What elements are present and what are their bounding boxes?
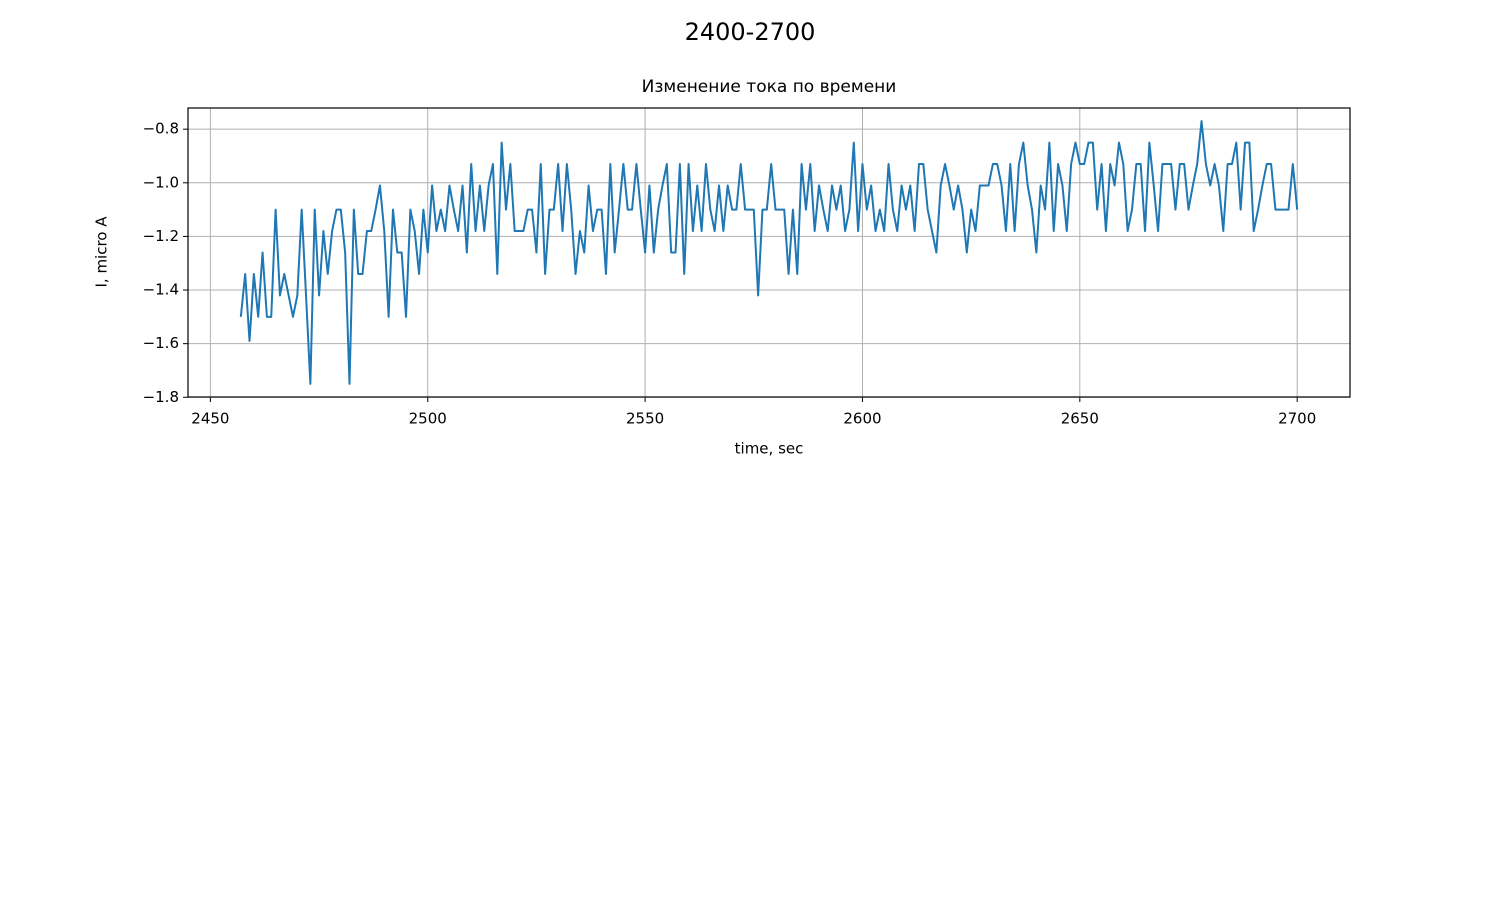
y-tick-label: −1.0	[143, 173, 179, 191]
y-tick-label: −0.8	[143, 120, 179, 138]
x-tick-label: 2600	[843, 410, 881, 428]
x-axis-label: time, sec	[735, 440, 804, 458]
suptitle: 2400-2700	[685, 18, 816, 46]
y-tick-label: −1.2	[143, 227, 179, 245]
y-tick-label: −1.6	[143, 334, 179, 352]
chart-title: Изменение тока по времени	[642, 77, 897, 97]
x-tick-label: 2700	[1278, 410, 1316, 428]
y-tick-label: −1.4	[143, 281, 179, 299]
x-tick-label: 2450	[191, 410, 229, 428]
x-tick-label: 2650	[1061, 410, 1099, 428]
x-tick-label: 2550	[626, 410, 664, 428]
y-axis-label: I, micro A	[93, 216, 111, 288]
data-line	[239, 120, 1299, 385]
axes-frame	[187, 107, 1351, 398]
y-tick-label: −1.8	[143, 388, 179, 406]
x-tick-label: 2500	[409, 410, 447, 428]
